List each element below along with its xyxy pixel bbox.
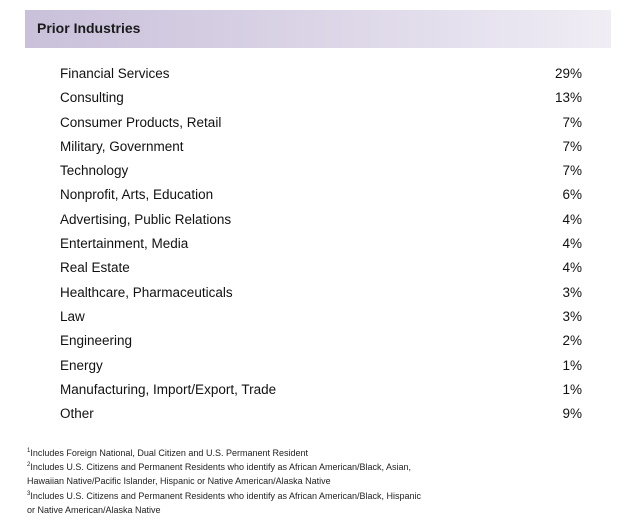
list-item: Consulting 13% bbox=[60, 86, 582, 110]
footnote-marker: 1 bbox=[27, 448, 31, 454]
list-item: Entertainment, Media 4% bbox=[60, 232, 582, 256]
footnote-text: or Native American/Alaska Native bbox=[27, 504, 161, 515]
industry-percent: 29% bbox=[554, 66, 582, 81]
footnote-text: Includes U.S. Citizens and Permanent Res… bbox=[30, 462, 412, 473]
industry-percent: 7% bbox=[562, 138, 582, 154]
industry-percent: 3% bbox=[562, 284, 582, 300]
footnote-marker: 3 bbox=[27, 490, 31, 497]
industry-label: Technology bbox=[60, 163, 129, 179]
industry-percent: 7% bbox=[562, 163, 582, 179]
industry-percent: 1% bbox=[562, 357, 582, 373]
footnote-text: Hawaiian Native/Pacific Islander, Hispan… bbox=[27, 476, 331, 487]
list-item: Consumer Products, Retail 7% bbox=[60, 111, 582, 135]
industry-label: Manufacturing, Import/Export, Trade bbox=[60, 381, 277, 397]
industry-percent: 4% bbox=[562, 260, 582, 276]
industry-percent: 1% bbox=[562, 381, 582, 397]
industry-label: Engineering bbox=[60, 333, 133, 349]
footnote-2: 2Includes U.S. Citizens and Permanent Re… bbox=[27, 460, 617, 488]
footnote-text: Includes U.S. Citizens and Permanent Res… bbox=[30, 490, 422, 501]
industry-label: Healthcare, Pharmaceuticals bbox=[60, 284, 233, 300]
industry-label: Entertainment, Media bbox=[60, 236, 189, 252]
industry-percent: 4% bbox=[562, 236, 582, 252]
industry-label: Financial Services bbox=[60, 66, 170, 81]
industry-percent: 9% bbox=[562, 406, 582, 422]
footnote-1: 1Includes Foreign National, Dual Citizen… bbox=[27, 446, 617, 460]
industry-percent: 6% bbox=[562, 187, 582, 203]
industry-list: Financial Services 29% Consulting 13% Cons… bbox=[60, 62, 582, 426]
footnotes: 1Includes Foreign National, Dual Citizen… bbox=[27, 446, 617, 517]
list-item: Financial Services 29% bbox=[60, 62, 582, 86]
industry-percent: 4% bbox=[562, 211, 582, 227]
industry-percent: 7% bbox=[562, 114, 582, 130]
industry-label: Law bbox=[60, 308, 85, 324]
industry-label: Military, Government bbox=[60, 138, 184, 154]
list-item: Healthcare, Pharmaceuticals 3% bbox=[60, 281, 582, 305]
footnote-marker: 2 bbox=[27, 462, 31, 469]
industry-label: Consulting bbox=[60, 90, 124, 106]
list-item: Engineering 2% bbox=[60, 329, 582, 353]
industry-label: Consumer Products, Retail bbox=[60, 114, 222, 130]
industry-label: Energy bbox=[60, 357, 103, 373]
list-item: Advertising, Public Relations 4% bbox=[60, 208, 582, 232]
list-item: Other 9% bbox=[60, 402, 582, 426]
list-item: Technology 7% bbox=[60, 159, 582, 183]
list-item: Real Estate 4% bbox=[60, 256, 582, 280]
list-item: Energy 1% bbox=[60, 354, 582, 378]
industry-label: Advertising, Public Relations bbox=[60, 211, 232, 227]
industry-percent: 3% bbox=[562, 308, 582, 324]
industry-percent: 13% bbox=[554, 90, 582, 106]
list-item: Law 3% bbox=[60, 305, 582, 329]
industry-label: Nonprofit, Arts, Education bbox=[60, 187, 214, 203]
industry-percent: 2% bbox=[562, 333, 582, 349]
list-item: Nonprofit, Arts, Education 6% bbox=[60, 183, 582, 207]
section-header: Prior Industries bbox=[25, 10, 611, 48]
footnote-3: 3Includes U.S. Citizens and Permanent Re… bbox=[27, 489, 617, 517]
section-title: Prior Industries bbox=[37, 20, 141, 36]
industry-label: Real Estate bbox=[60, 260, 130, 276]
industry-label: Other bbox=[60, 406, 94, 422]
list-item: Military, Government 7% bbox=[60, 135, 582, 159]
footnote-text: Includes Foreign National, Dual Citizen … bbox=[30, 448, 308, 458]
list-item: Manufacturing, Import/Export, Trade 1% bbox=[60, 378, 582, 402]
